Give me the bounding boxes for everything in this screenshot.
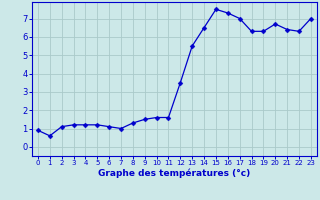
- X-axis label: Graphe des températures (°c): Graphe des températures (°c): [98, 169, 251, 178]
